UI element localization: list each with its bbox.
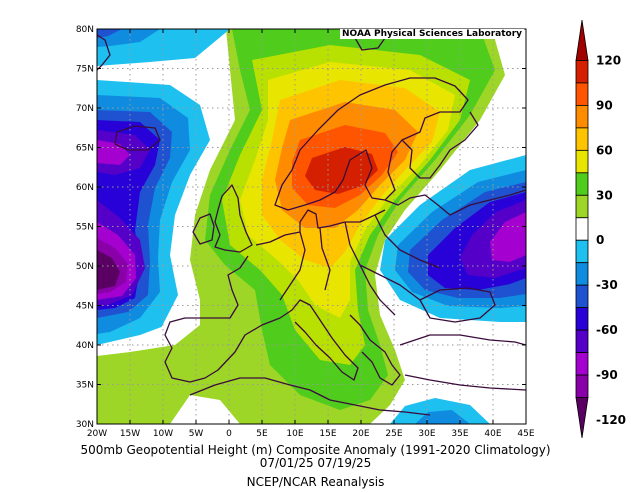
colorbar-swatch <box>575 149 589 174</box>
colorbar-swatch <box>575 217 589 241</box>
x-tick-label: 20W <box>87 429 107 439</box>
y-tick-label: 65N <box>76 144 94 154</box>
colorbar-label: -120 <box>596 413 626 427</box>
y-axis: 80N 75N 70N 65N 60N 55N 50N 45N 40N 35N 30N <box>76 25 526 430</box>
contour-neg-top-45 <box>97 29 122 38</box>
colorbar-label: -90 <box>596 368 618 382</box>
colorbar-swatch <box>575 127 589 151</box>
colorbar-swatch <box>575 239 589 264</box>
colorbar-swatch <box>575 374 589 398</box>
x-tick-label: 25E <box>385 429 402 439</box>
anomaly-field <box>97 29 526 424</box>
y-tick-label: 75N <box>76 65 94 75</box>
y-tick-label: 55N <box>76 223 94 233</box>
caption-title: 500mb Geopotential Height (m) Composite … <box>80 443 551 457</box>
colorbar-label: -30 <box>596 278 618 292</box>
colorbar: 120 90 60 30 0 -30 -60 -90 -120 <box>575 19 626 439</box>
colorbar-swatch <box>575 172 589 196</box>
y-tick-label: 40N <box>76 341 94 351</box>
coastlines <box>97 33 526 416</box>
colorbar-swatch <box>575 194 589 219</box>
colorbar-label: -60 <box>596 323 618 337</box>
caption-dates: 07/01/25 07/19/25 <box>259 456 372 470</box>
colorbar-swatch <box>575 19 589 61</box>
y-tick-label: 45N <box>76 302 94 312</box>
y-tick-label: 70N <box>76 104 94 114</box>
colorbar-label: 0 <box>596 233 604 247</box>
colorbar-swatch <box>575 262 589 286</box>
colorbar-label: 60 <box>596 143 613 157</box>
grid-lines <box>97 29 526 424</box>
colorbar-swatch <box>575 352 589 376</box>
colorbar-swatch <box>575 105 589 129</box>
x-tick-label: 5E <box>256 429 268 439</box>
y-tick-label: 50N <box>76 262 94 272</box>
colorbar-swatch <box>575 307 589 331</box>
y-tick-label: 80N <box>76 25 94 35</box>
credit-label: NOAA Physical Sciences Laboratory <box>340 29 525 39</box>
x-tick-label: 35E <box>451 429 468 439</box>
y-tick-label: 60N <box>76 183 94 193</box>
colorbar-label: 90 <box>596 98 613 112</box>
x-tick-label: 15E <box>319 429 336 439</box>
colorbar-label: 30 <box>596 188 613 202</box>
x-tick-label: 15W <box>120 429 140 439</box>
contour-neg-sw-15 <box>97 300 200 356</box>
contour-neg-iceland-90 <box>97 140 130 165</box>
y-tick-label: 30N <box>76 420 94 430</box>
x-tick-label: 30E <box>418 429 435 439</box>
caption-source: NCEP/NCAR Reanalysis <box>246 475 385 489</box>
colorbar-label: 120 <box>596 53 621 67</box>
x-tick-label: 10E <box>286 429 303 439</box>
x-tick-label: 40E <box>484 429 501 439</box>
x-axis: 20W 15W 10W 5W 0 5E 10E 15E 20E 25E 30E 35E 40E 45E <box>87 29 535 439</box>
colorbar-swatch <box>575 397 589 439</box>
contour-neg-east-90 <box>490 212 526 262</box>
contour-neg-se-30 <box>415 410 470 424</box>
contour-pos-120 <box>305 147 378 194</box>
colorbar-swatch <box>575 284 589 309</box>
x-tick-label: 20E <box>352 429 369 439</box>
x-tick-label: 0 <box>226 429 232 439</box>
colorbar-swatch <box>575 329 589 353</box>
contour-neg-west-120 <box>97 250 120 290</box>
colorbar-swatch <box>575 60 589 84</box>
colorbar-swatch <box>575 82 589 106</box>
x-tick-label: 5W <box>189 429 204 439</box>
y-tick-label: 35N <box>76 381 94 391</box>
x-tick-label: 10W <box>153 429 173 439</box>
x-tick-label: 45E <box>517 429 534 439</box>
